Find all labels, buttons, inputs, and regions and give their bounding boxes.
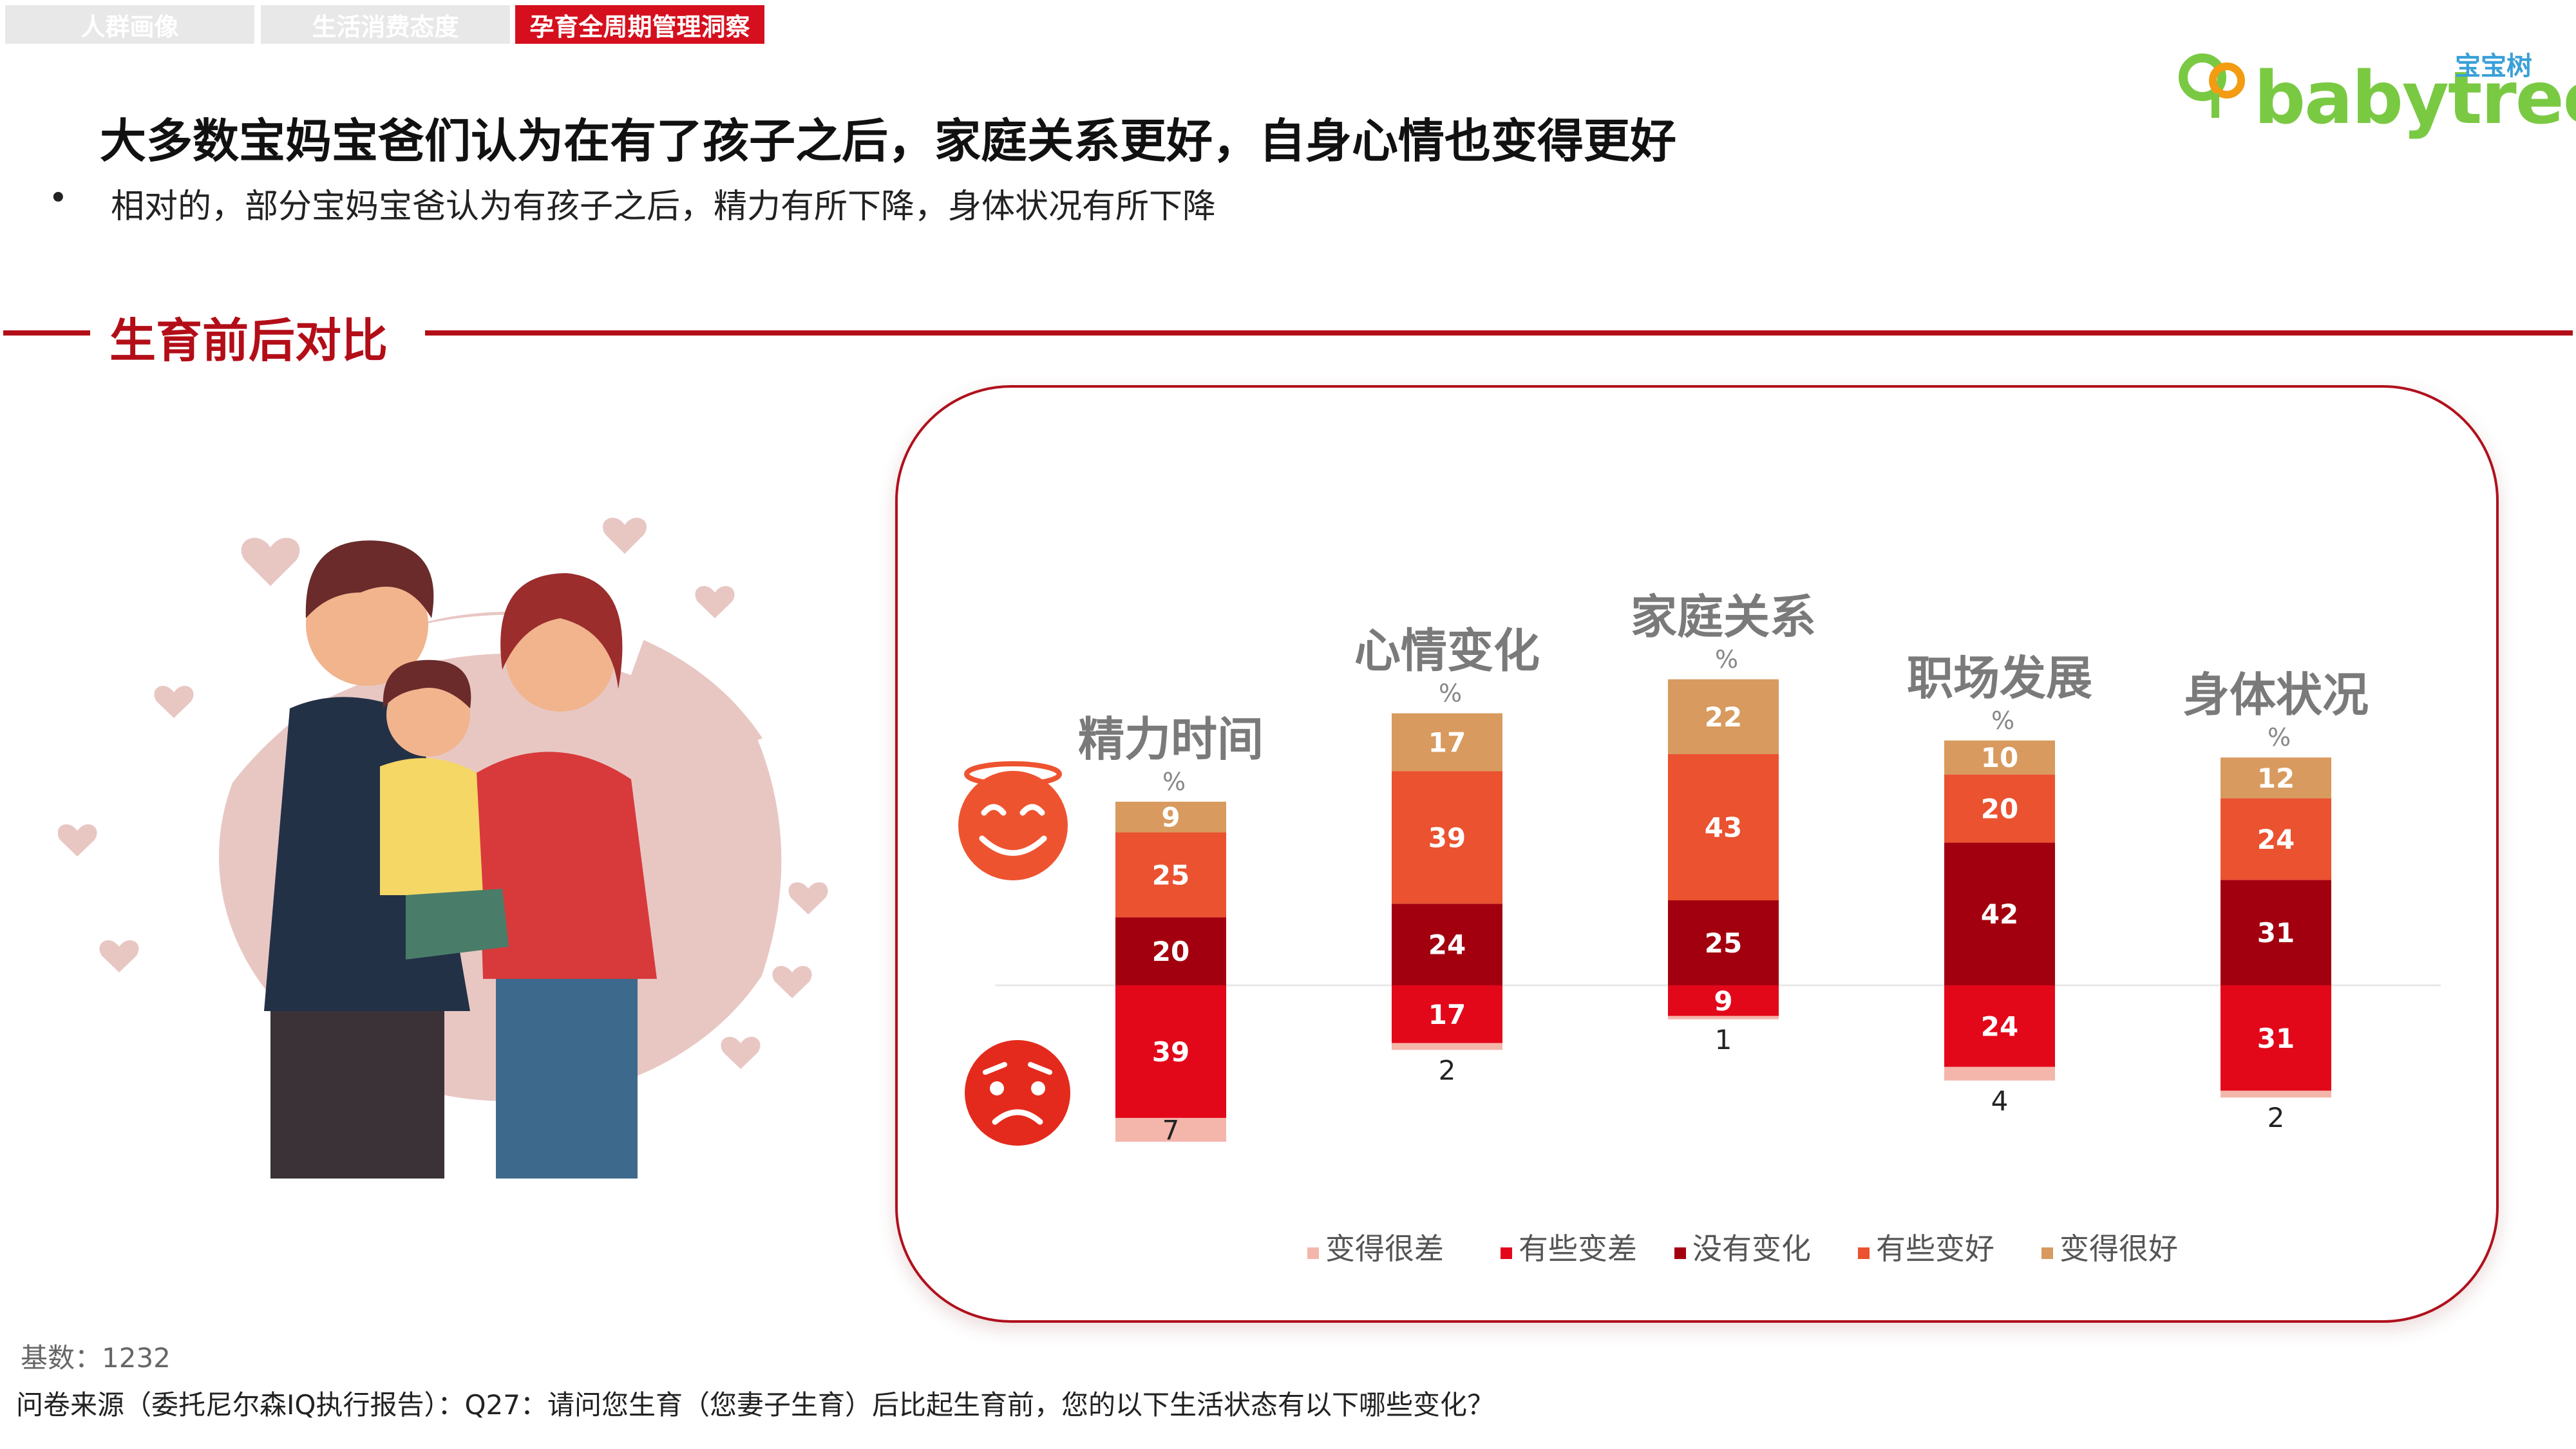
legend-swatch-somewhat_worse	[1501, 1247, 1512, 1259]
data-label: 31	[2257, 917, 2295, 949]
bar-segment-no_change	[1392, 904, 1502, 985]
bar-segment-much_better	[1392, 713, 1502, 772]
worried-face-icon	[965, 1040, 1070, 1146]
tab-parenting-insight[interactable]: 孕育全周期管理洞察	[515, 5, 764, 44]
bar-segment-no_change	[1115, 917, 1226, 985]
base-count: 基数：1232	[21, 1342, 171, 1374]
legend-label: 变得很好	[2060, 1231, 2178, 1266]
legend-label: 变得很差	[1325, 1231, 1444, 1266]
data-label: 20	[1152, 936, 1189, 967]
bullet-marker: •	[48, 179, 68, 218]
unit-label: %	[1162, 768, 1186, 796]
bar-segment-much_worse	[1392, 1043, 1502, 1050]
data-label: 7	[1162, 1114, 1180, 1146]
data-label: 9	[1714, 985, 1732, 1017]
bar-segment-somewhat_better	[1668, 753, 1779, 900]
bar-segment-somewhat_worse	[1944, 985, 2055, 1067]
bar-segment-somewhat_worse	[2221, 985, 2331, 1091]
heart-icons	[58, 517, 828, 1069]
section-divider-left	[3, 330, 90, 336]
data-label: 2	[2268, 1102, 2285, 1133]
page-title: 大多数宝妈宝爸们认为在有了孩子之后，家庭关系更好，自身心情也变得更好	[100, 114, 1677, 168]
data-label: 43	[1705, 811, 1742, 843]
bar-segment-much_better	[1944, 740, 2055, 775]
bar-segment-no_change	[2221, 880, 2331, 985]
logo-mark-icon	[2179, 53, 2245, 118]
bar-segment-much_worse	[2221, 1090, 2331, 1098]
legend-swatch-somewhat_better	[1858, 1247, 1870, 1259]
logo-text: babytree	[2254, 57, 2576, 140]
legend-label: 有些变好	[1876, 1231, 1994, 1266]
data-label: 24	[1981, 1010, 2018, 1042]
bar-segment-somewhat_worse	[1392, 985, 1502, 1043]
bar-segment-much_worse	[1944, 1066, 2055, 1081]
bar-segment-somewhat_better	[1115, 832, 1226, 918]
data-label: 10	[1981, 742, 2018, 773]
data-label: 42	[1981, 898, 2018, 930]
data-label: 25	[1705, 927, 1742, 959]
data-label: 39	[1152, 1036, 1189, 1068]
bar-segment-much_better	[1115, 801, 1226, 833]
bar-segment-much_worse	[1668, 1016, 1779, 1019]
bar-segment-somewhat_worse	[1668, 985, 1779, 1016]
bar-segment-somewhat_better	[1944, 774, 2055, 843]
data-label: 24	[2257, 824, 2295, 855]
legend-label: 没有变化	[1692, 1231, 1811, 1266]
data-label: 17	[1428, 999, 1466, 1030]
bar-segment-somewhat_better	[2221, 798, 2331, 880]
unit-label: %	[1715, 645, 1738, 674]
data-label: 39	[1428, 822, 1466, 853]
unit-label: %	[1439, 679, 1462, 708]
legend-swatch-no_change	[1674, 1247, 1686, 1259]
data-label: 25	[1152, 859, 1189, 891]
legend-label: 有些变差	[1519, 1231, 1637, 1266]
source-note: 问卷来源（委托尼尔森IQ执行报告）：Q27：请问您生育（您妻子生育）后比起生育前…	[16, 1389, 1494, 1421]
legend-swatch-much_worse	[1307, 1247, 1319, 1259]
bar-segment-much_better	[1668, 679, 1779, 754]
unit-label: %	[2268, 723, 2291, 752]
page-subtitle: 相对的，部分宝妈宝爸认为有孩子之后，精力有所下降，身体状况有所下降	[111, 187, 1217, 226]
logo-cn-text: 宝宝树	[2455, 52, 2532, 81]
section-divider-right	[425, 330, 2573, 336]
section-title: 生育前后对比	[109, 314, 388, 368]
data-label: 9	[1161, 802, 1180, 833]
data-label: 24	[1428, 929, 1466, 961]
category-label: 精力时间	[1078, 712, 1264, 766]
legend-swatch-much_better	[2041, 1247, 2053, 1259]
bar-segment-no_change	[1668, 900, 1779, 985]
bar-segment-no_change	[1944, 842, 2055, 985]
smiling-face-with-halo-icon	[958, 761, 1068, 880]
bar-segment-much_worse	[1115, 1117, 1226, 1142]
data-label: 22	[1705, 701, 1742, 733]
bar-segment-somewhat_worse	[1115, 985, 1226, 1118]
data-label: 1	[1715, 1024, 1732, 1056]
data-label: 31	[2257, 1023, 2295, 1054]
data-label: 4	[1991, 1085, 2009, 1117]
family-illustration	[58, 517, 828, 1179]
category-label: 心情变化	[1354, 624, 1540, 678]
bar-segment-much_better	[2221, 757, 2331, 799]
data-label: 2	[1439, 1054, 1456, 1086]
data-label: 12	[2257, 762, 2295, 794]
category-label: 职场发展	[1907, 651, 2092, 705]
category-label: 身体状况	[2183, 668, 2369, 722]
data-label: 17	[1428, 726, 1466, 758]
tab-persona[interactable]: 人群画像	[5, 5, 254, 44]
unit-label: %	[1991, 706, 2014, 735]
data-label: 20	[1981, 793, 2018, 824]
category-label: 家庭关系	[1631, 590, 1816, 644]
bar-segment-somewhat_better	[1392, 771, 1502, 904]
tab-lifestyle[interactable]: 生活消费态度	[261, 5, 510, 44]
